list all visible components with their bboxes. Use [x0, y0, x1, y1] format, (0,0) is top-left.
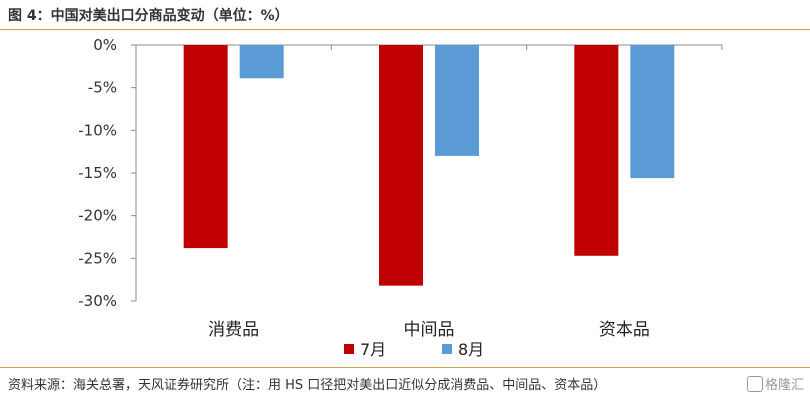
- legend-label: 7月: [360, 340, 386, 359]
- bar-august: [435, 45, 479, 156]
- bar-august: [239, 45, 284, 79]
- y-tick-label: -15%: [78, 164, 117, 182]
- bar-july: [379, 45, 423, 286]
- bar-july: [574, 45, 619, 256]
- legend-swatch: [344, 344, 354, 354]
- bar-july: [183, 45, 228, 249]
- y-tick-label: -20%: [78, 207, 117, 225]
- bar-august: [630, 45, 675, 179]
- source-note: 资料来源：海关总署，天风证券研究所（注：用 HS 口径把对美出口近似分成消费品、…: [8, 378, 607, 393]
- bar-chart: 0% -5% -10% -15% -20% -25% -30% 消费品 中间品 资本品 7月 8月: [78, 36, 723, 359]
- y-tick-label: 0%: [93, 36, 117, 54]
- watermark-text: 格隆汇: [764, 378, 804, 393]
- y-tick-label: -25%: [78, 249, 117, 267]
- watermark-logo-icon: [746, 376, 763, 392]
- bottom-rule: [0, 367, 810, 368]
- x-category-label: 消费品: [208, 320, 259, 340]
- y-tick-label: -30%: [78, 292, 117, 310]
- y-tick-label: -10%: [78, 121, 117, 139]
- x-category-label: 中间品: [404, 320, 455, 340]
- y-tick-label: -5%: [88, 79, 117, 97]
- chart-title: 图 4：中国对美出口分商品变动（单位：%）: [8, 8, 289, 24]
- x-category-label: 资本品: [599, 320, 650, 340]
- watermark: 格隆汇: [746, 374, 804, 393]
- legend-swatch: [442, 344, 452, 354]
- top-rule: [0, 29, 810, 30]
- legend-label: 8月: [458, 340, 484, 359]
